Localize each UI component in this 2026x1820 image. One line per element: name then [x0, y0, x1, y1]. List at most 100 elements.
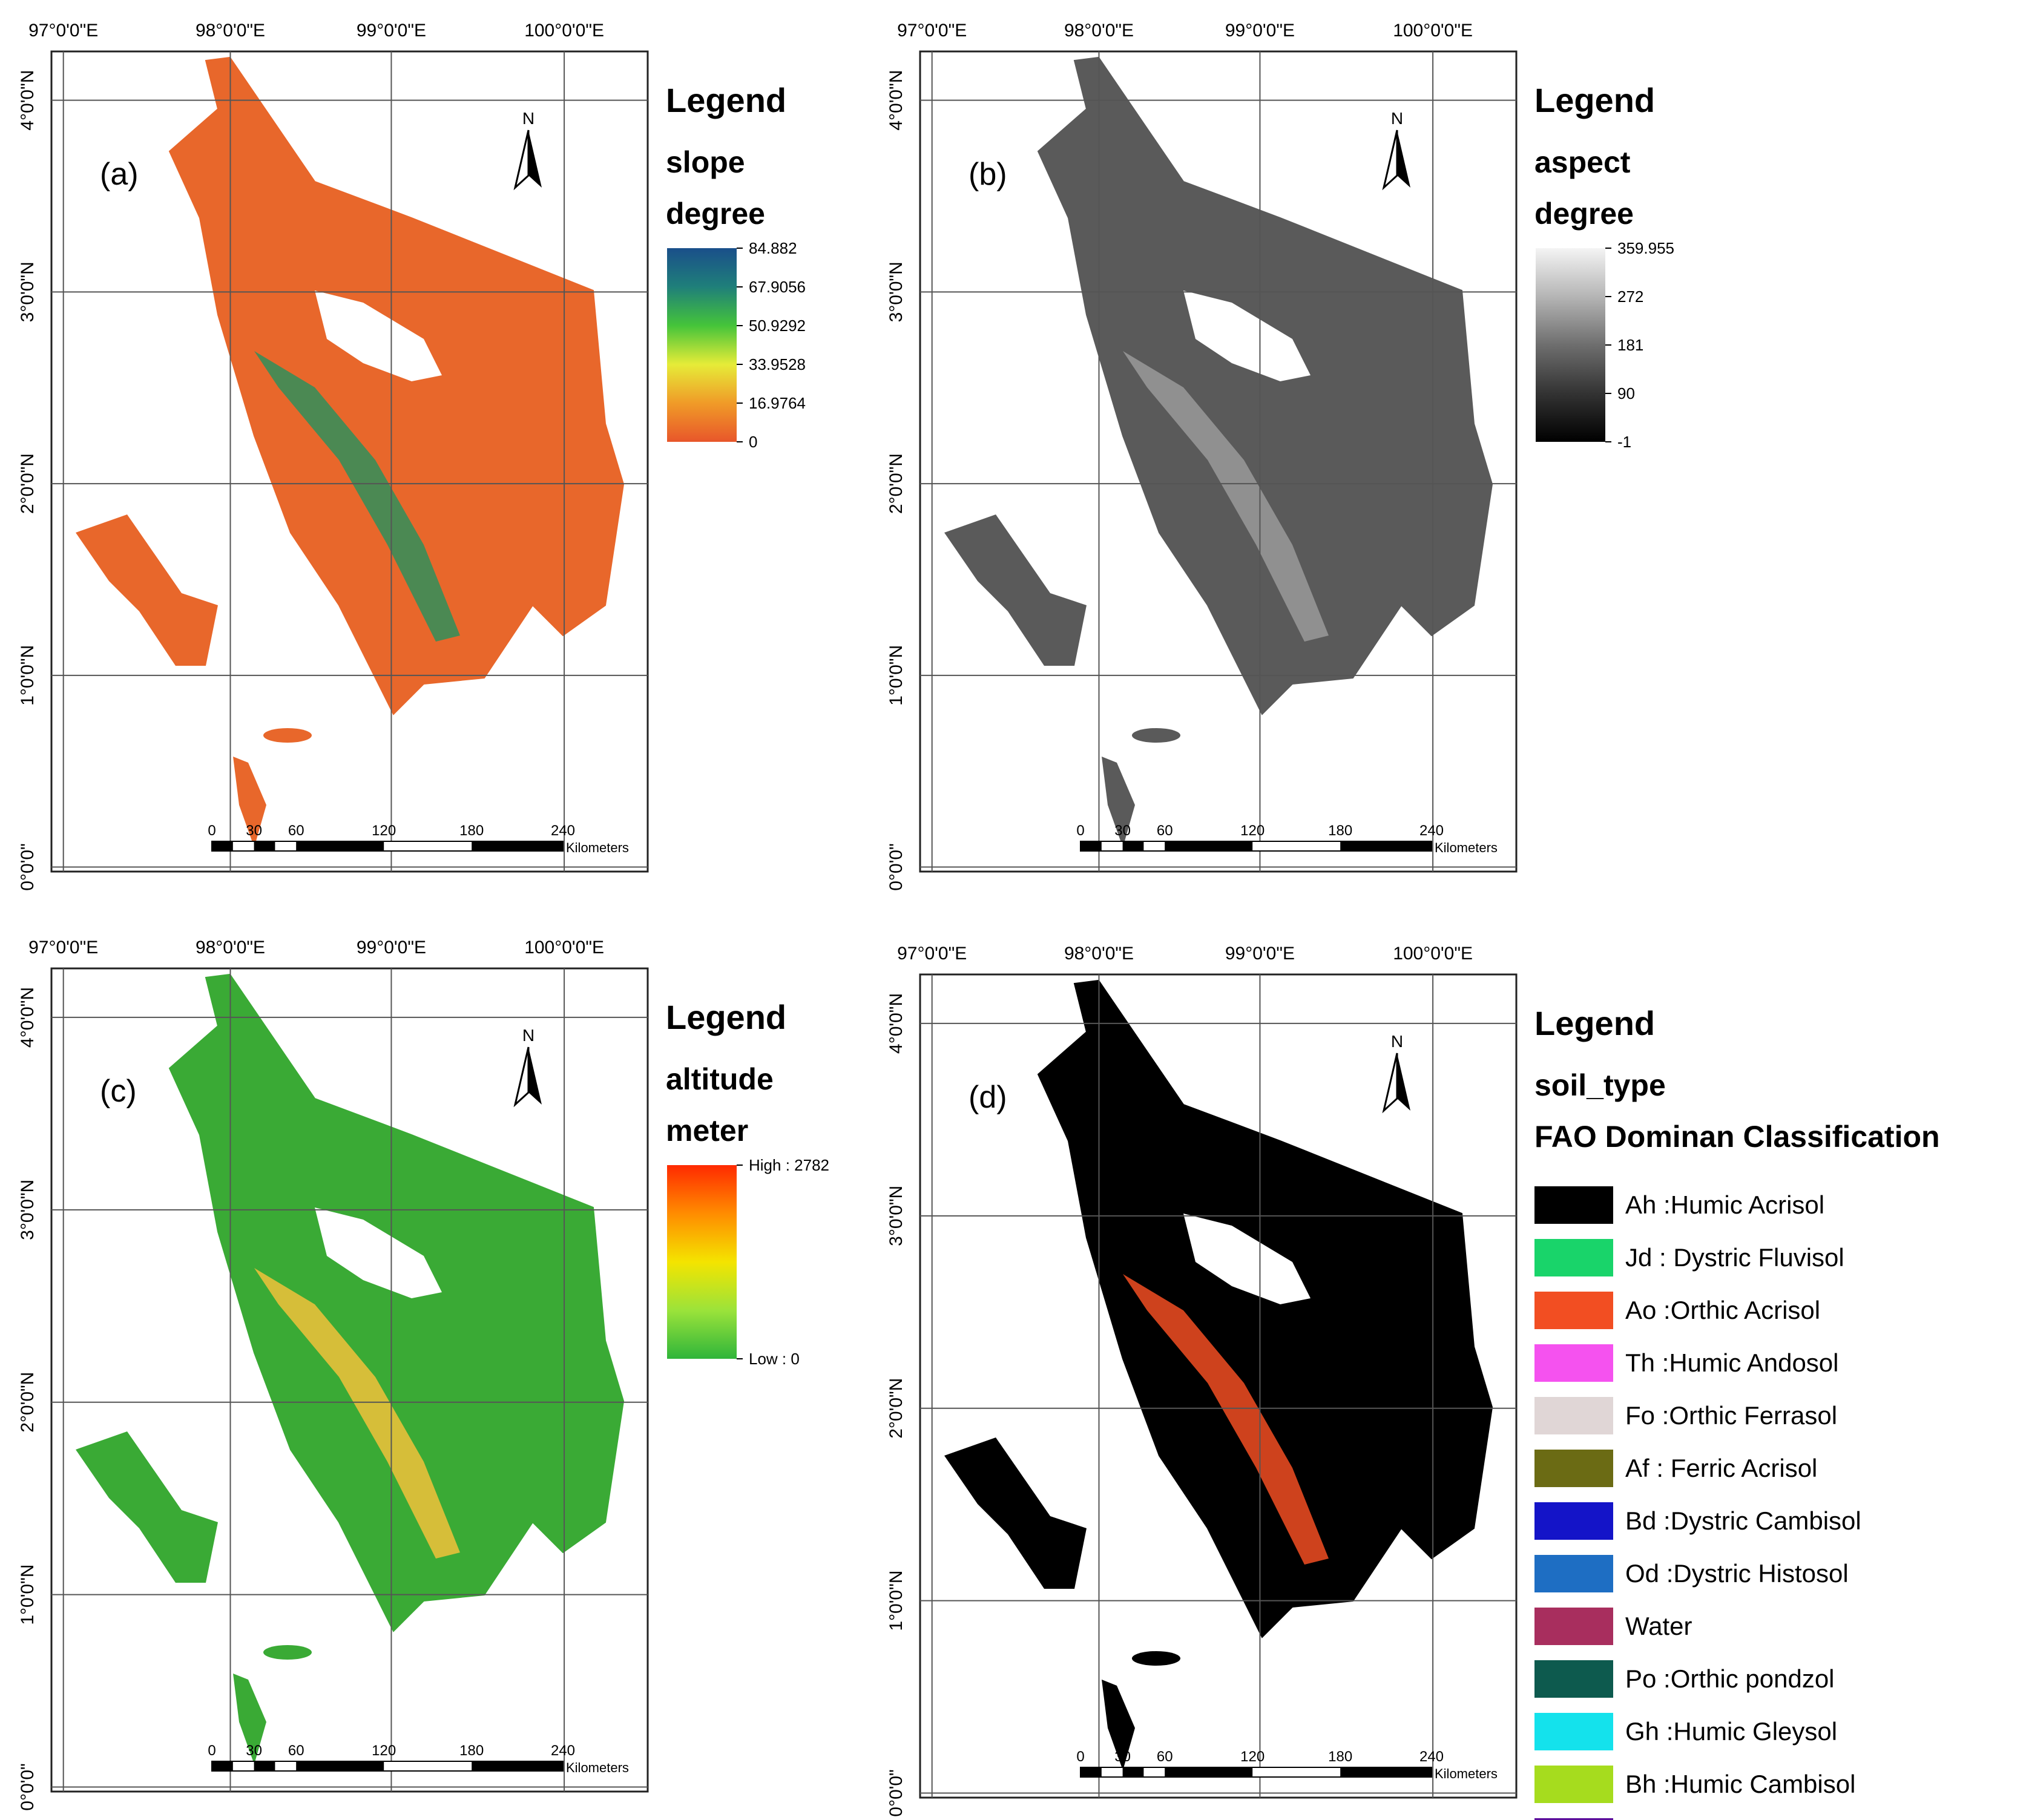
legend-class-label: Ah :Humic Acrisol — [1625, 1191, 1824, 1219]
legend-title: Legend — [1534, 81, 1655, 119]
ramp-label: 272 — [1617, 287, 1643, 306]
terrain-band — [254, 1268, 460, 1559]
lon-label: 97°0'0"E — [28, 21, 98, 41]
lat-label: 3°0'0"N — [886, 1186, 906, 1246]
legend-swatch — [1534, 1766, 1613, 1803]
island-shape — [944, 514, 1087, 666]
lon-label: 97°0'0"E — [897, 21, 967, 41]
scale-bar-segment — [296, 841, 384, 851]
legend-swatch — [1534, 1502, 1613, 1540]
scale-tick: 0 — [1076, 1749, 1084, 1765]
lon-label: 99°0'0"E — [1225, 21, 1295, 41]
legend-unit: degree — [1534, 197, 1634, 231]
legend: Legend slope degree 84.882 67.9056 50.9292 33.… — [666, 81, 806, 451]
lake-toba — [1183, 1214, 1311, 1304]
scale-bar-segment — [254, 841, 275, 851]
north-arrow-icon — [1397, 1053, 1410, 1111]
small-island — [263, 728, 312, 743]
legend-title: Legend — [1534, 1004, 1655, 1042]
scale-bar-segment — [1080, 1767, 1102, 1777]
legend-unit: meter — [666, 1114, 748, 1148]
legend-swatch — [1534, 1555, 1613, 1592]
lat-label: 1°0'0"N — [886, 645, 906, 706]
legend-class-label: Th :Humic Andosol — [1625, 1349, 1839, 1377]
scale-tick: 240 — [551, 1743, 575, 1759]
ramp-label: 50.9292 — [749, 317, 806, 335]
lon-label: 100°0'0"E — [524, 21, 604, 41]
north-arrow-icon — [1397, 130, 1410, 188]
panel-label: (d) — [969, 1080, 1007, 1115]
lat-label: 0°0'0" — [18, 843, 38, 890]
legend-color-ramp — [667, 1165, 737, 1359]
lon-label: 99°0'0"E — [1225, 944, 1295, 964]
north-arrow-icon — [513, 1046, 530, 1108]
lat-label: 2°0'0"N — [18, 1372, 38, 1433]
scale-bar-segment — [212, 841, 233, 851]
panel-label: (b) — [969, 157, 1007, 192]
scale-bar-segment — [472, 1761, 563, 1771]
legend-class-label: Ao :Orthic Acrisol — [1625, 1296, 1820, 1324]
scale-bar-segment — [254, 1761, 275, 1771]
lon-label: 98°0'0"E — [196, 938, 265, 958]
north-arrow-icon — [1382, 1053, 1398, 1114]
scale-tick: 60 — [288, 823, 304, 839]
lat-label: 0°0'0" — [18, 1763, 38, 1810]
legend-swatch — [1534, 1713, 1613, 1750]
map-panel-a: 97°0'0"E 98°0'0"E 99°0'0"E 100°0'0"E 4°0'0"N… — [18, 21, 806, 891]
lon-label: 100°0'0"E — [524, 938, 604, 958]
lon-label: 98°0'0"E — [1064, 21, 1134, 41]
ramp-label: 0 — [749, 433, 757, 451]
lon-label: 99°0'0"E — [357, 21, 426, 41]
north-arrow-icon — [513, 130, 530, 191]
north-label: N — [522, 1026, 534, 1045]
small-island — [1102, 1680, 1135, 1770]
legend-class-label: Jd : Dystric Fluvisol — [1625, 1243, 1844, 1272]
lat-label: 1°0'0"N — [18, 645, 38, 706]
scale-bar-segment — [1340, 1767, 1432, 1777]
scale-tick: 30 — [246, 1743, 262, 1759]
legend-swatch — [1534, 1450, 1613, 1487]
scale-bar-segment — [212, 1761, 233, 1771]
ramp-label: High : 2782 — [749, 1156, 829, 1174]
lake-toba — [315, 1207, 442, 1298]
ramp-label: 90 — [1617, 384, 1635, 402]
scale-tick: 30 — [1114, 823, 1131, 839]
ramp-label: Low : 0 — [749, 1350, 800, 1368]
lon-label: 97°0'0"E — [28, 938, 98, 958]
legend-class-label: Water — [1625, 1612, 1692, 1640]
legend-swatch — [1534, 1292, 1613, 1329]
scale-tick: 120 — [372, 823, 396, 839]
lat-label: 4°0'0"N — [886, 70, 906, 131]
scale-unit: Kilometers — [566, 840, 629, 855]
north-label: N — [522, 109, 534, 128]
legend-unit: FAO Dominan Classification — [1534, 1120, 1940, 1154]
lon-label: 98°0'0"E — [1064, 944, 1134, 964]
mainland-shape — [168, 56, 625, 715]
scale-tick: 0 — [208, 1743, 215, 1759]
scale-bar-segment — [296, 1761, 384, 1771]
scale-bar-segment — [472, 841, 563, 851]
small-island — [263, 1645, 312, 1660]
scale-tick: 180 — [459, 1743, 484, 1759]
north-label: N — [1391, 109, 1403, 128]
map-panel-d: 97°0'0"E 98°0'0"E 99°0'0"E 100°0'0"E 4°0'0"N… — [886, 944, 1940, 1820]
legend-color-ramp — [1536, 248, 1605, 442]
scale-tick: 30 — [246, 823, 262, 839]
legend-layer-name: slope — [666, 145, 745, 179]
ramp-label: 84.882 — [749, 239, 797, 257]
scale-unit: Kilometers — [566, 1760, 629, 1775]
mainland-shape — [1037, 56, 1493, 715]
lat-label: 4°0'0"N — [18, 70, 38, 131]
landmass — [76, 973, 625, 1764]
scale-bar-segment — [1122, 1767, 1144, 1777]
legend-layer-name: soil_type — [1534, 1068, 1666, 1102]
terrain-band — [1123, 351, 1329, 642]
ramp-label: -1 — [1617, 433, 1631, 451]
north-label: N — [1391, 1032, 1403, 1051]
small-island — [1132, 1651, 1180, 1666]
scale-tick: 60 — [288, 1743, 304, 1759]
scale-unit: Kilometers — [1435, 1766, 1498, 1781]
ramp-label: 67.9056 — [749, 278, 806, 296]
lon-label: 97°0'0"E — [897, 944, 967, 964]
